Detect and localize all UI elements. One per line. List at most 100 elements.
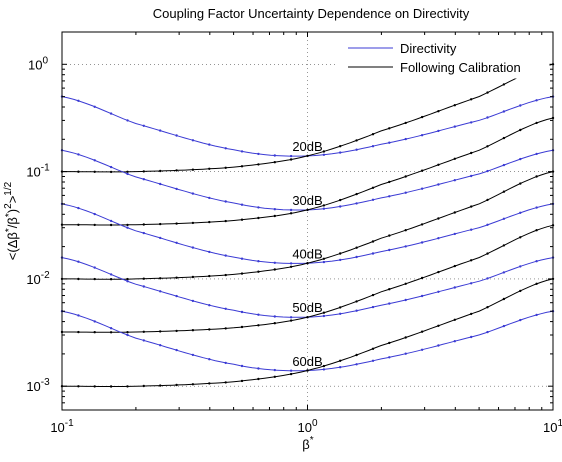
data-point xyxy=(191,139,195,142)
data-point xyxy=(126,333,129,337)
data-point xyxy=(109,327,113,330)
data-point xyxy=(240,325,244,329)
data-point xyxy=(420,348,424,351)
data-point xyxy=(339,252,342,255)
data-point xyxy=(453,104,456,107)
data-point xyxy=(289,158,293,161)
data-point xyxy=(77,314,80,317)
data-point xyxy=(126,226,129,229)
data-point xyxy=(339,151,342,154)
data-point xyxy=(437,324,440,327)
data-point xyxy=(191,221,195,225)
data-point xyxy=(519,211,522,214)
data-point xyxy=(355,148,358,151)
data-point xyxy=(142,231,145,235)
data-point xyxy=(77,260,80,263)
data-point xyxy=(355,246,358,249)
data-point xyxy=(257,152,260,156)
data-point xyxy=(535,121,538,125)
data-point xyxy=(535,206,538,209)
data-point xyxy=(404,336,407,339)
data-point xyxy=(289,212,293,215)
data-point xyxy=(437,183,440,186)
data-point xyxy=(388,234,391,237)
data-point xyxy=(404,121,407,125)
data-point xyxy=(355,192,358,196)
data-point xyxy=(519,182,522,185)
data-point xyxy=(371,293,375,297)
data-point xyxy=(142,170,145,173)
data-point xyxy=(273,208,276,211)
data-point xyxy=(355,300,358,303)
data-point xyxy=(453,157,456,160)
data-point xyxy=(142,285,145,288)
data-point xyxy=(420,223,424,226)
annotation-50db: 50dB xyxy=(292,300,322,315)
data-point xyxy=(93,212,96,216)
data-point xyxy=(437,290,440,293)
x-ticks: 10-1 100 101 xyxy=(50,32,562,435)
data-point xyxy=(240,310,244,314)
data-point xyxy=(208,304,211,307)
data-point xyxy=(470,205,473,208)
data-point xyxy=(142,277,145,280)
data-point xyxy=(437,110,440,113)
data-point xyxy=(126,385,129,388)
data-point xyxy=(437,129,440,133)
data-point xyxy=(470,259,473,262)
data-point xyxy=(420,187,424,190)
data-point xyxy=(322,311,326,314)
data-point xyxy=(502,83,506,86)
data-point xyxy=(486,145,489,148)
data-point xyxy=(93,331,96,334)
data-point xyxy=(240,379,244,383)
data-point xyxy=(388,195,391,198)
data-point xyxy=(388,288,391,291)
data-point xyxy=(191,353,195,357)
data-point xyxy=(486,306,489,309)
data-point xyxy=(77,170,80,173)
data-point xyxy=(404,298,407,302)
data-point xyxy=(289,262,293,265)
data-point xyxy=(77,99,80,103)
data-point xyxy=(224,273,227,277)
y-ticks: 10-3 10-2 10-1 100 xyxy=(26,55,553,411)
data-point xyxy=(355,202,358,205)
data-point xyxy=(109,331,113,334)
data-point xyxy=(420,276,424,280)
data-point xyxy=(93,223,96,227)
data-point xyxy=(175,383,178,387)
data-point xyxy=(355,309,358,312)
data-point xyxy=(486,330,489,334)
data-point xyxy=(208,143,211,146)
data-point xyxy=(289,316,293,319)
data-point xyxy=(339,359,342,362)
data-point xyxy=(322,153,326,156)
data-point xyxy=(109,165,113,169)
data-point xyxy=(306,154,309,158)
data-point xyxy=(453,318,456,321)
data-point xyxy=(208,358,211,361)
data-point xyxy=(470,174,473,178)
data-point xyxy=(273,154,276,157)
annotations: 20dB 30dB 40dB 50dB 60dB xyxy=(292,139,322,369)
data-point xyxy=(224,147,227,150)
data-point xyxy=(191,275,195,279)
data-point xyxy=(159,277,162,280)
data-point xyxy=(208,274,211,278)
data-point xyxy=(142,330,145,333)
data-point xyxy=(208,382,211,385)
data-point xyxy=(437,344,440,347)
data-point xyxy=(502,297,506,301)
data-point xyxy=(77,206,80,210)
data-point xyxy=(535,152,538,156)
data-point xyxy=(273,375,276,378)
data-point xyxy=(240,257,244,260)
x-tick-label: 10-1 xyxy=(50,418,74,435)
data-point xyxy=(371,198,375,201)
data-point xyxy=(322,207,326,210)
data-point xyxy=(77,385,80,388)
data-point xyxy=(322,364,326,368)
data-point xyxy=(109,112,113,115)
